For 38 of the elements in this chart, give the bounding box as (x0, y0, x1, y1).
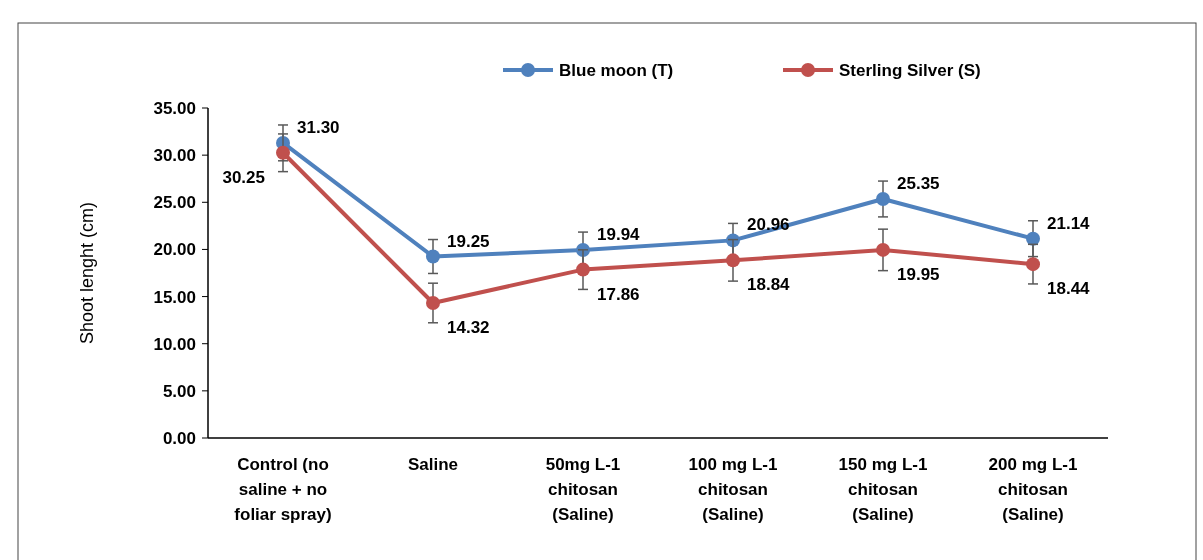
data-label: 20.96 (747, 215, 790, 235)
point (1026, 231, 1040, 246)
data-label: 31.30 (297, 117, 340, 137)
x-tick-label: 50mg L-1 chitosan (Saline) (545, 455, 621, 524)
y-tick-label: 0.00 (162, 429, 196, 448)
point (276, 145, 290, 160)
y-tick-label: 5.00 (162, 381, 196, 401)
data-label: 18.44 (1047, 279, 1091, 299)
y-tick-label: 10.00 (153, 334, 196, 354)
x-tick-label: 200 mg L-1 chitosan (Saline) (988, 455, 1078, 524)
data-label: 21.14 (1047, 213, 1091, 233)
legend-label: Blue moon (T) (559, 61, 674, 80)
y-tick-label: 20.00 (153, 240, 196, 260)
legend-label: Sterling Silver (S) (839, 61, 981, 80)
point (426, 295, 440, 310)
x-tick-label: 100 mg L-1 chitosan (Saline) (688, 455, 778, 524)
data-label: 30.25 (222, 167, 265, 187)
point (876, 191, 890, 206)
x-tick-label: 150 mg L-1 chitosan (Saline) (838, 455, 928, 524)
data-label: 19.95 (897, 264, 940, 284)
data-label: 17.86 (597, 284, 640, 304)
point (576, 262, 590, 277)
data-label: 18.84 (747, 275, 791, 295)
point (1026, 257, 1040, 272)
x-tick-label: Saline (407, 455, 459, 474)
y-tick-label: 30.00 (153, 146, 196, 166)
x-tick-label: Control (no saline + no foliar spray) (234, 455, 332, 524)
y-tick-label: 35.00 (153, 99, 196, 118)
y-axis-title: Shoot lenght (cm) (77, 201, 97, 345)
data-label: 19.25 (447, 231, 490, 251)
point (726, 253, 740, 268)
data-label: 19.94 (597, 224, 641, 244)
data-label: 25.35 (897, 173, 940, 193)
y-tick-label: 15.00 (153, 287, 196, 307)
data-label: 14.32 (447, 317, 490, 337)
point (426, 249, 440, 264)
y-tick-label: 25.00 (153, 193, 196, 213)
point (876, 242, 890, 257)
